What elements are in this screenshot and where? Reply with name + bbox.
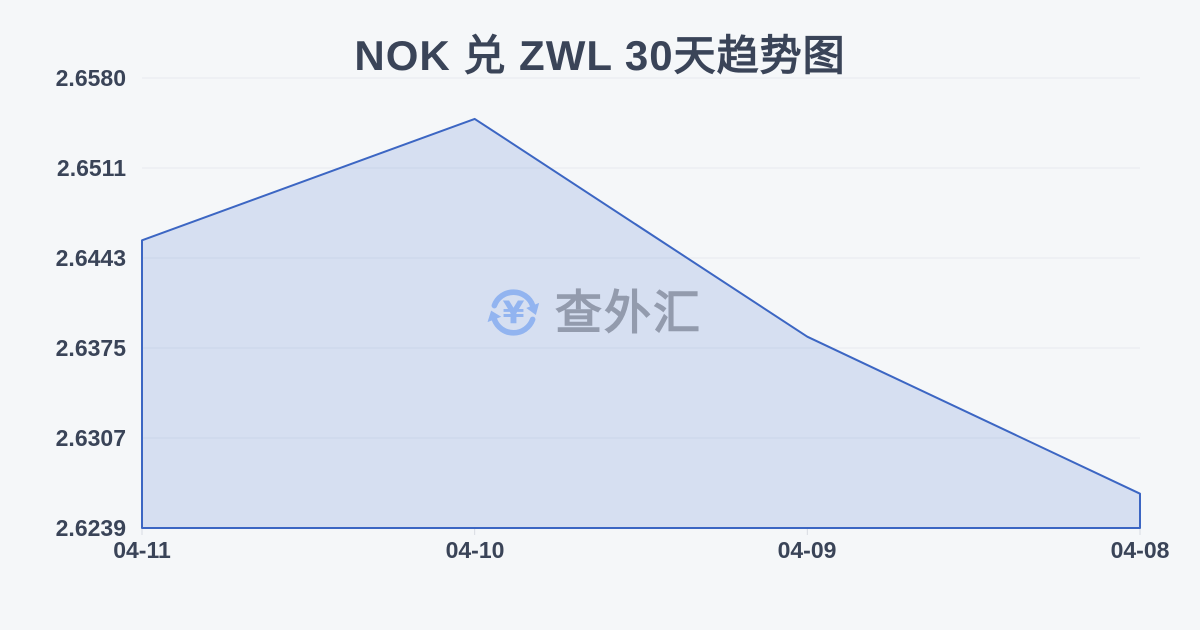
x-tick-label: 04-10: [445, 537, 505, 563]
chart-title: NOK 兑 ZWL 30天趋势图: [354, 32, 846, 79]
y-tick-label: 2.6580: [55, 65, 126, 91]
y-tick-label: 2.6239: [55, 515, 126, 541]
x-tick-label: 04-11: [113, 537, 171, 563]
y-tick-label: 2.6307: [55, 425, 126, 451]
x-axis-ticks: [141, 529, 1141, 535]
watermark-text: 查外汇: [555, 286, 702, 339]
y-tick-label: 2.6443: [55, 245, 126, 271]
x-tick-label: 04-08: [1110, 537, 1170, 563]
yuan-refresh-icon: ¥: [487, 289, 540, 336]
x-tick-label: 04-09: [777, 537, 837, 563]
area-series: [141, 117, 1141, 529]
svg-text:¥: ¥: [503, 296, 525, 332]
watermark: ¥ 查外汇: [485, 284, 702, 341]
y-tick-label: 2.6511: [56, 155, 126, 181]
y-tick-label: 2.6375: [55, 335, 126, 361]
